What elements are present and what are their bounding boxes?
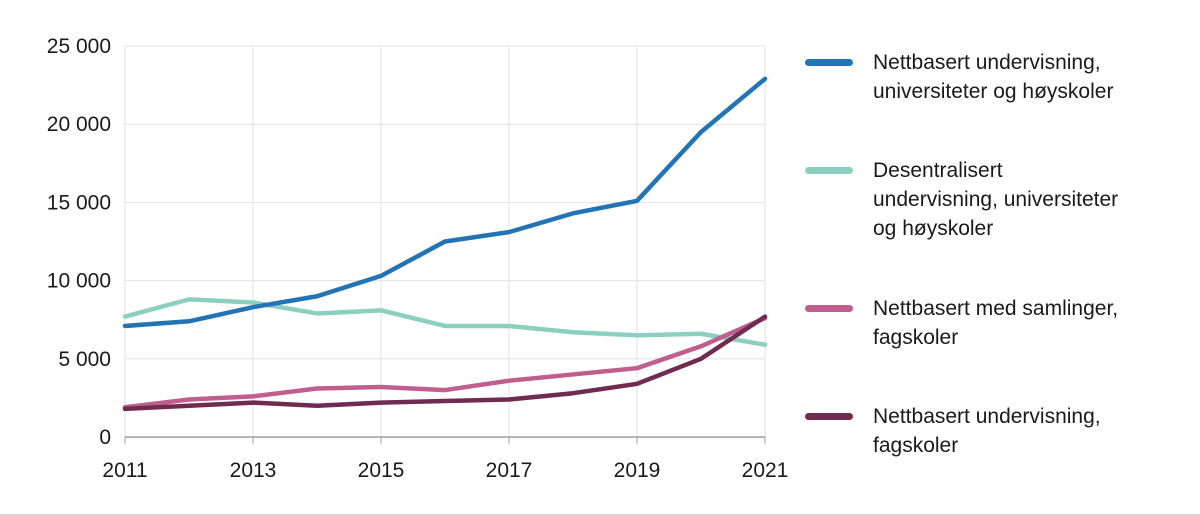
series-line [122, 314, 768, 412]
legend-swatch [805, 59, 853, 66]
y-axis-tick-label: 5 000 [58, 348, 111, 371]
x-axis-tick-label: 2011 [102, 459, 147, 482]
y-axis-tick-label: 20 000 [47, 113, 111, 136]
legend-item: Desentralisert undervisning, universitet… [805, 156, 1177, 243]
y-axis-tick-label: 15 000 [47, 191, 111, 214]
legend-item: Nettbasert undervisning, fagskoler [805, 402, 1177, 460]
legend-swatch [805, 412, 853, 420]
legend-item: Nettbasert undervisning, universiteter o… [805, 48, 1177, 106]
legend-swatch [805, 167, 853, 175]
x-axis-tick-label: 2019 [614, 459, 661, 482]
legend-item: Nettbasert med samlinger, fagskoler [805, 294, 1177, 352]
chart-svg: 2011 2013 2015 2017 2019 2021 0 5 000 10 000 15 0… [47, 35, 789, 482]
x-axis-tick-label: 2013 [230, 459, 277, 482]
series-line [122, 297, 768, 347]
y-axis-tick-label: 25 000 [47, 35, 111, 58]
legend-label: Nettbasert med samlinger, fagskoler [873, 296, 1119, 349]
legend-label: Desentralisert undervisning, universitet… [873, 159, 1119, 241]
legend-label: Nettbasert undervisning, fagskoler [873, 404, 1101, 457]
series-line [122, 76, 768, 329]
x-axis-tick-label: 2021 [742, 459, 789, 482]
series-line [122, 315, 768, 410]
y-axis-tick-label: 10 000 [47, 270, 111, 293]
legend-label: Nettbasert undervisning, universiteter o… [873, 51, 1114, 103]
x-axis-tick-label: 2015 [358, 459, 405, 482]
legend: Nettbasert undervisning, universiteter o… [805, 48, 1177, 460]
y-axis-tick-label: 0 [99, 426, 111, 449]
legend-swatch [805, 304, 853, 312]
x-axis-tick-label: 2017 [486, 459, 533, 482]
